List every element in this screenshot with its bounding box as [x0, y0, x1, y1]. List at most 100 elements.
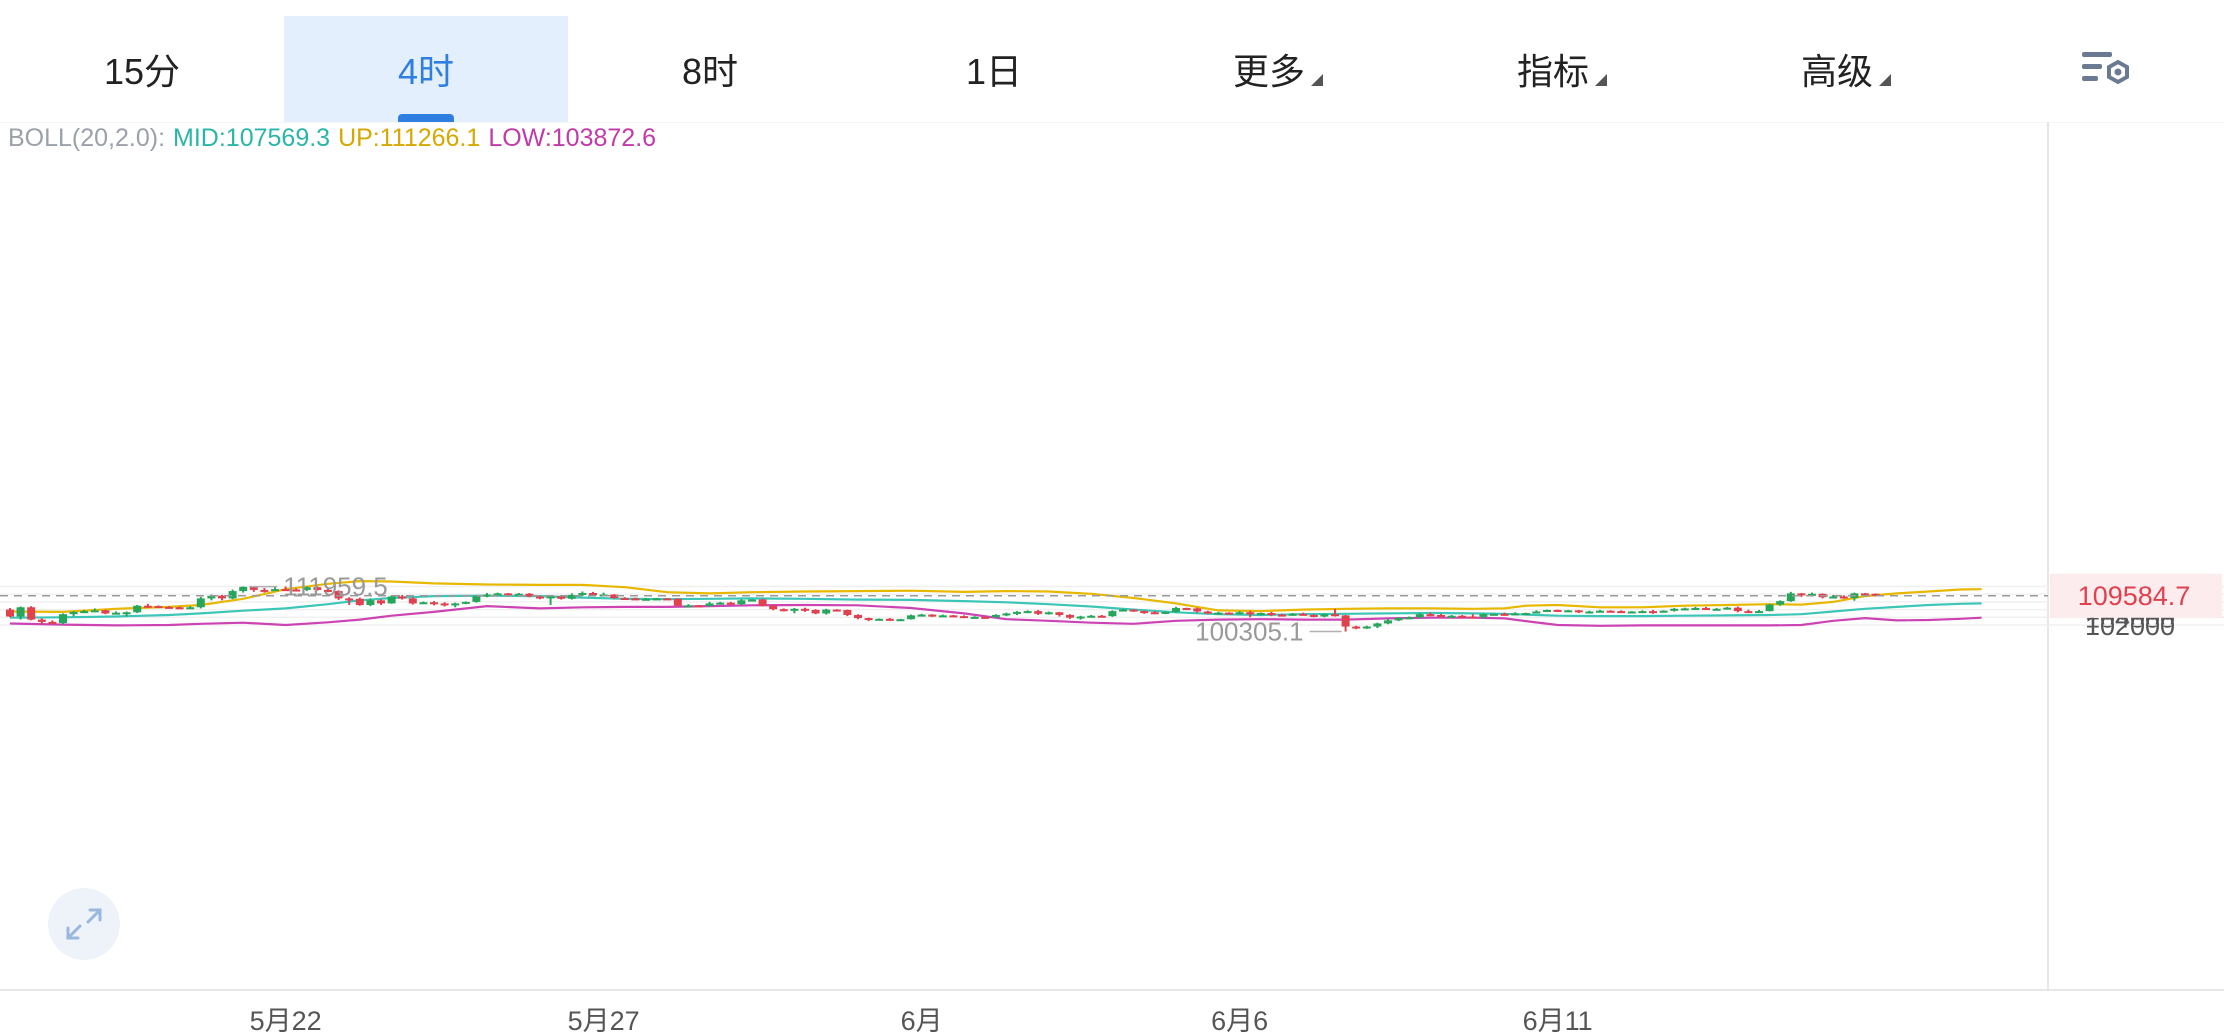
candle-body	[938, 615, 947, 618]
candle-body	[1786, 593, 1795, 602]
candle-body	[27, 607, 36, 620]
candle-body	[928, 614, 937, 617]
candle-body	[1405, 617, 1414, 620]
tab-2[interactable]: 8时	[568, 16, 852, 122]
candle-body	[864, 618, 873, 621]
candle-body	[483, 594, 491, 597]
candle-body	[1087, 615, 1096, 618]
candle-body	[578, 593, 587, 596]
candle-body	[271, 589, 279, 592]
active-tab-indicator	[398, 114, 454, 122]
tab-6[interactable]: 高级	[1704, 16, 1988, 122]
candle-body	[991, 614, 1000, 618]
current-price-badge	[2050, 573, 2222, 618]
candle-body	[133, 605, 142, 613]
candle-body	[652, 598, 661, 601]
tab-1[interactable]: 4时	[284, 16, 568, 122]
candle-body	[1193, 608, 1202, 612]
tab-5[interactable]: 指标	[1420, 16, 1704, 122]
candle-body	[1352, 626, 1361, 629]
x-tick-label: 5月22	[250, 1006, 322, 1034]
candle-body	[260, 589, 269, 592]
candle-body	[769, 605, 778, 610]
tab-3[interactable]: 1日	[852, 16, 1136, 122]
candle-body	[186, 607, 195, 610]
candle-body	[430, 602, 438, 605]
candle-body	[143, 605, 152, 608]
tab-label: 指标	[1516, 51, 1589, 92]
candle-body	[1034, 611, 1043, 614]
candle-body	[207, 595, 216, 599]
candle-body	[1119, 609, 1127, 612]
candle-body	[1097, 615, 1106, 618]
candle-body	[1140, 611, 1149, 614]
candle-body	[917, 614, 926, 617]
candle-body	[1426, 614, 1435, 617]
boll-low-value: LOW:103872.6	[488, 124, 657, 152]
tab-0[interactable]: 15分	[0, 16, 284, 122]
candle-body	[1182, 608, 1191, 611]
expand-chart-button[interactable]	[48, 888, 120, 960]
x-tick-label: 5月27	[568, 1006, 640, 1034]
candle-body	[324, 589, 332, 592]
candle-body	[546, 596, 555, 599]
candle-body	[1702, 608, 1710, 611]
candle-body	[1776, 601, 1785, 605]
candle-body	[1447, 615, 1456, 618]
candle-body	[1479, 614, 1488, 617]
candle-body	[1172, 608, 1180, 612]
candle-body	[1617, 611, 1626, 614]
candle-body	[1331, 614, 1339, 617]
candle-body	[1023, 611, 1032, 614]
candle-body	[1755, 611, 1763, 614]
candle-body	[567, 594, 576, 599]
candle-body	[1638, 611, 1647, 614]
candle-body	[6, 609, 14, 617]
x-tick-label: 6月	[901, 1006, 943, 1034]
candle-body	[302, 587, 311, 590]
candle-body	[249, 586, 258, 590]
boll-lower-band-line	[9, 603, 1982, 627]
candle-body	[832, 609, 841, 612]
chart-settings-button[interactable]	[2076, 40, 2136, 100]
candle-body	[48, 621, 57, 624]
candle-body	[387, 596, 396, 604]
candle-body	[1723, 607, 1732, 610]
candle-body	[1055, 612, 1064, 615]
candle-body	[1627, 611, 1636, 614]
candle-body	[69, 611, 78, 615]
candle-body	[1320, 614, 1329, 617]
candle-body	[1299, 613, 1308, 616]
candle-body	[525, 593, 534, 597]
candle-body	[1511, 613, 1520, 616]
candle-body	[239, 586, 248, 592]
chart-canvas: 1120001100001080001060001040001020005月22…	[0, 122, 2224, 1034]
tab-label: 4时	[397, 51, 455, 92]
candlestick-chart[interactable]: 1120001100001080001060001040001020005月22…	[0, 122, 2224, 1034]
candle-body	[1649, 611, 1657, 614]
candle-body	[1574, 610, 1583, 613]
candle-body	[949, 615, 958, 618]
candle-body	[90, 610, 99, 613]
candle-body	[970, 616, 979, 619]
candle-body	[758, 599, 767, 606]
candle-body	[196, 598, 205, 608]
candle-body	[154, 606, 163, 609]
candle-body	[1564, 610, 1573, 613]
candle-body	[1278, 614, 1286, 617]
candle-body	[398, 596, 407, 599]
candle-body	[1394, 618, 1403, 621]
candle-body	[673, 598, 682, 606]
candle-body	[1659, 610, 1668, 613]
current-price-label: 109584.7	[2078, 581, 2191, 611]
candle-body	[705, 603, 714, 607]
candle-body	[737, 600, 746, 605]
candle-body	[504, 593, 513, 596]
tab-4[interactable]: 更多	[1136, 16, 1420, 122]
dropdown-caret-icon	[1311, 74, 1323, 86]
x-tick-label: 6月6	[1211, 1006, 1268, 1034]
tab-label: 更多	[1232, 51, 1305, 92]
candle-body	[801, 608, 809, 611]
candle-body	[493, 593, 502, 596]
min-price-label: 100305.1	[1195, 617, 1303, 647]
